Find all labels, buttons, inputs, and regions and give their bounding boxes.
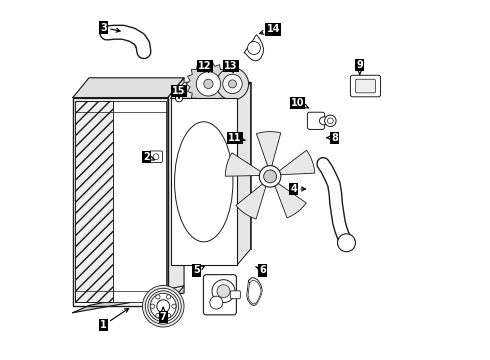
Circle shape bbox=[156, 295, 160, 299]
Circle shape bbox=[223, 74, 242, 94]
Polygon shape bbox=[236, 183, 267, 219]
Text: 9: 9 bbox=[356, 60, 363, 75]
Polygon shape bbox=[73, 286, 184, 313]
Circle shape bbox=[143, 285, 184, 327]
Polygon shape bbox=[256, 132, 281, 168]
Circle shape bbox=[167, 314, 171, 318]
Circle shape bbox=[156, 314, 160, 318]
FancyBboxPatch shape bbox=[149, 151, 163, 162]
Circle shape bbox=[175, 95, 183, 102]
FancyBboxPatch shape bbox=[355, 79, 375, 93]
Bar bbox=[171, 98, 237, 265]
Text: 10: 10 bbox=[291, 98, 309, 108]
Text: 2: 2 bbox=[143, 152, 154, 162]
Text: 11: 11 bbox=[228, 133, 245, 143]
Circle shape bbox=[264, 170, 276, 183]
Polygon shape bbox=[225, 153, 262, 176]
Text: 13: 13 bbox=[224, 61, 238, 72]
Text: 8: 8 bbox=[327, 133, 338, 143]
Ellipse shape bbox=[319, 117, 328, 125]
FancyBboxPatch shape bbox=[350, 75, 381, 97]
Circle shape bbox=[338, 234, 355, 252]
Circle shape bbox=[327, 118, 333, 124]
Bar bbox=[184, 82, 250, 249]
Polygon shape bbox=[278, 150, 315, 175]
Polygon shape bbox=[274, 183, 306, 218]
Polygon shape bbox=[186, 62, 231, 106]
Text: 7: 7 bbox=[160, 307, 167, 322]
Circle shape bbox=[210, 296, 223, 309]
Polygon shape bbox=[245, 35, 264, 61]
Polygon shape bbox=[247, 278, 262, 306]
Circle shape bbox=[247, 41, 260, 54]
Text: 14: 14 bbox=[260, 24, 280, 35]
Circle shape bbox=[212, 280, 235, 303]
Circle shape bbox=[217, 285, 230, 298]
Ellipse shape bbox=[174, 122, 233, 242]
Circle shape bbox=[167, 295, 171, 299]
FancyBboxPatch shape bbox=[203, 275, 236, 315]
Bar bbox=[73, 98, 168, 306]
Text: 3: 3 bbox=[100, 23, 120, 33]
Text: 5: 5 bbox=[193, 265, 204, 275]
Circle shape bbox=[157, 300, 170, 313]
Circle shape bbox=[259, 166, 281, 187]
Polygon shape bbox=[168, 78, 184, 306]
Bar bbox=[74, 101, 113, 302]
Circle shape bbox=[150, 293, 176, 319]
Circle shape bbox=[148, 291, 179, 321]
Circle shape bbox=[204, 79, 213, 89]
Text: 4: 4 bbox=[290, 184, 305, 194]
Text: 12: 12 bbox=[198, 61, 212, 72]
Text: 1: 1 bbox=[100, 309, 129, 330]
Text: 6: 6 bbox=[256, 265, 266, 275]
Circle shape bbox=[228, 80, 237, 88]
Circle shape bbox=[216, 68, 248, 100]
Polygon shape bbox=[73, 78, 184, 98]
Bar bbox=[113, 101, 166, 302]
FancyBboxPatch shape bbox=[230, 291, 240, 299]
Polygon shape bbox=[248, 280, 261, 304]
FancyBboxPatch shape bbox=[307, 112, 324, 130]
Circle shape bbox=[324, 115, 336, 127]
Polygon shape bbox=[237, 82, 250, 265]
Circle shape bbox=[153, 154, 159, 159]
Circle shape bbox=[196, 72, 220, 96]
Circle shape bbox=[146, 288, 181, 324]
Circle shape bbox=[172, 304, 176, 309]
Circle shape bbox=[150, 304, 155, 309]
Text: 15: 15 bbox=[172, 86, 186, 98]
Polygon shape bbox=[171, 82, 250, 98]
